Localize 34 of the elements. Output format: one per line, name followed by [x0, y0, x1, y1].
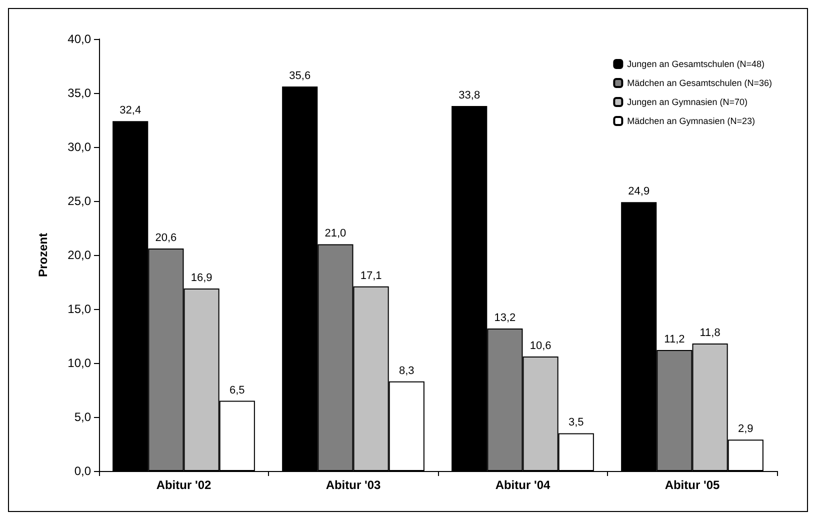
y-tick-label: 10,0: [68, 356, 92, 370]
data-label: 8,3: [398, 364, 414, 377]
x-tick-label: Abitur '05: [664, 478, 720, 492]
legend-label: Jungen an Gesamtschulen (N=48): [627, 59, 765, 69]
y-tick-label: 25,0: [68, 194, 92, 208]
y-tick-label: 0,0: [74, 464, 92, 478]
y-tick-label: 35,0: [68, 86, 92, 100]
data-label: 33,8: [458, 89, 480, 102]
y-tick-label: 5,0: [74, 410, 92, 424]
y-tick-label: 30,0: [68, 140, 92, 154]
data-label: 17,1: [360, 270, 382, 282]
x-tick-label: Abitur '04: [495, 478, 550, 492]
legend-label: Mädchen an Gesamtschulen (N=36): [627, 78, 772, 88]
data-label: 32,4: [120, 104, 142, 117]
x-tick-label: Abitur '02: [156, 478, 212, 492]
data-label: 35,6: [289, 70, 311, 82]
data-label: 10,6: [530, 340, 552, 352]
legend-label: Jungen an Gymnasien (N=70): [627, 97, 748, 107]
data-label: 2,9: [738, 423, 754, 436]
y-tick-label: 40,0: [68, 32, 92, 46]
x-tick-label: Abitur '03: [326, 478, 381, 492]
data-label: 11,2: [664, 334, 685, 346]
data-label: 13,2: [494, 312, 516, 324]
data-label: 16,9: [190, 272, 212, 284]
legend-label: Mädchen an Gymnasien (N=23): [627, 116, 755, 126]
data-label: 6,5: [229, 384, 245, 396]
data-label: 20,6: [155, 232, 177, 244]
data-label: 21,0: [324, 228, 346, 240]
data-label: 3,5: [568, 416, 584, 429]
data-label: 11,8: [700, 327, 720, 340]
y-tick-label: 15,0: [68, 302, 92, 316]
y-tick-label: 20,0: [68, 248, 92, 262]
y-axis-title: Prozent: [36, 232, 50, 278]
data-label: 24,9: [628, 186, 650, 198]
